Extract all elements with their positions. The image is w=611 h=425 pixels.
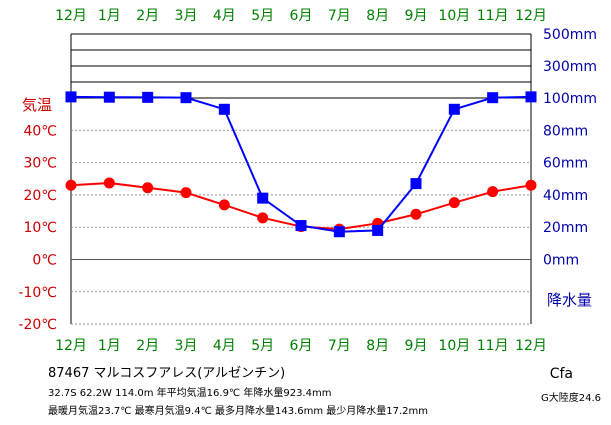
temperature-tick-label: 0℃ — [32, 253, 57, 269]
station-location: 32.7S 62.2W 114.0m 年平均気温16.9℃ 年降水量923.4m… — [48, 388, 332, 399]
temperature-axis-label: 気温 — [22, 96, 52, 114]
temperature-tick-label: 30℃ — [23, 156, 57, 172]
climate-class: Cfa — [549, 366, 573, 382]
temperature-tick-label: -10℃ — [18, 285, 57, 301]
precipitation-point — [295, 220, 307, 232]
precipitation-point — [333, 226, 345, 238]
precipitation-axis-label: 降水量 — [547, 291, 592, 309]
precipitation-point — [410, 178, 422, 190]
temperature-point — [448, 197, 460, 209]
temperature-point — [103, 177, 115, 189]
precipitation-tick-label: 500mm — [543, 27, 597, 43]
precipitation-point — [525, 91, 537, 103]
temperature-tick-label: 20℃ — [23, 188, 57, 204]
top-month-label: 4月 — [213, 8, 236, 24]
bottom-month-label: 4月 — [213, 338, 236, 354]
precipitation-axis-ticks: 500mm 300mm 100mm 80mm 60mm 40mm 20mm 0mm — [543, 27, 597, 269]
top-month-label: 5月 — [251, 8, 274, 24]
precipitation-point — [180, 92, 192, 104]
top-month-labels: 12月 1月 2月 3月 4月 5月 6月 7月 8月 9月 10月 11月 12月 — [55, 8, 547, 24]
bottom-month-label: 8月 — [366, 338, 389, 354]
temperature-point — [218, 199, 230, 211]
chart-frame — [70, 33, 532, 324]
bottom-month-label: 1月 — [98, 338, 121, 354]
precipitation-tick-label: 40mm — [543, 188, 588, 204]
bottom-month-label: 10月 — [438, 338, 470, 354]
precipitation-point — [372, 224, 384, 236]
precipitation-line — [70, 95, 532, 233]
top-month-label: 11月 — [477, 8, 509, 24]
precipitation-point — [487, 92, 499, 104]
bottom-month-label: 9月 — [405, 338, 428, 354]
top-month-label: 8月 — [366, 8, 389, 24]
top-month-label: 6月 — [290, 8, 313, 24]
precipitation-tick-label: 100mm — [543, 91, 597, 107]
temperature-point — [487, 186, 499, 198]
station-title: 87467 マルコスフアレス(アルゼンチン) — [48, 366, 286, 381]
precipitation-tick-label: 80mm — [543, 123, 588, 139]
bottom-month-labels: 12月 1月 2月 3月 4月 5月 6月 7月 8月 9月 10月 11月 12月 — [55, 338, 547, 354]
precipitation-point — [142, 91, 154, 103]
bottom-month-label: 12月 — [55, 338, 87, 354]
temperature-point — [180, 187, 192, 199]
temperature-point — [65, 179, 77, 191]
bottom-month-label: 6月 — [290, 338, 313, 354]
precipitation-point — [257, 192, 269, 204]
temperature-point — [142, 182, 154, 194]
top-month-label: 10月 — [438, 8, 470, 24]
station-extremes: 最暖月気温23.7℃ 最寒月気温9.4℃ 最多月降水量143.6mm 最少月降水… — [48, 406, 429, 417]
top-month-label: 3月 — [175, 8, 198, 24]
bottom-month-label: 3月 — [175, 338, 198, 354]
bottom-month-label: 12月 — [515, 338, 547, 354]
precipitation-tick-label: 20mm — [543, 220, 588, 236]
temperature-point — [410, 208, 422, 220]
precipitation-tick-label: 300mm — [543, 59, 597, 75]
chart-grid — [71, 33, 531, 325]
precipitation-point — [218, 103, 230, 115]
top-month-label: 12月 — [55, 8, 87, 24]
top-month-label: 1月 — [98, 8, 121, 24]
top-month-label: 2月 — [136, 8, 159, 24]
temperature-tick-label: 10℃ — [23, 220, 57, 236]
temperature-point — [257, 212, 269, 224]
bottom-month-label: 5月 — [251, 338, 274, 354]
precipitation-tick-label: 0mm — [543, 253, 579, 269]
temperature-point — [525, 179, 537, 191]
bottom-month-label: 2月 — [136, 338, 159, 354]
precipitation-point — [103, 91, 115, 103]
bottom-month-label: 11月 — [477, 338, 509, 354]
temperature-axis-ticks: 40℃ 30℃ 20℃ 10℃ 0℃ -10℃ -20℃ — [18, 123, 57, 333]
temperature-tick-label: -20℃ — [18, 317, 57, 333]
temperature-tick-label: 40℃ — [23, 123, 57, 139]
top-month-label: 9月 — [405, 8, 428, 24]
top-month-label: 12月 — [515, 8, 547, 24]
precipitation-point — [448, 103, 460, 115]
precipitation-tick-label: 60mm — [543, 156, 588, 172]
precipitation-point — [65, 91, 77, 103]
continentality: G大陸度24.6 — [540, 393, 601, 404]
chart-series — [65, 91, 537, 238]
top-month-label: 7月 — [328, 8, 351, 24]
bottom-month-label: 7月 — [328, 338, 351, 354]
